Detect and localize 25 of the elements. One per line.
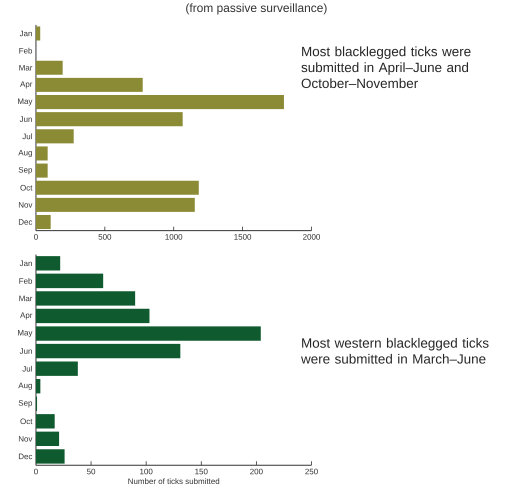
annotation: Most western blacklegged ticks were submitted in March–June	[301, 338, 489, 364]
bar	[36, 274, 104, 288]
bar	[36, 414, 55, 428]
bar	[36, 344, 180, 358]
bar	[36, 291, 136, 306]
bar	[36, 146, 48, 160]
bar	[36, 26, 40, 40]
bar	[36, 256, 60, 270]
bar	[36, 432, 60, 446]
bar	[36, 308, 150, 324]
bar	[36, 78, 143, 92]
bar	[36, 449, 65, 464]
bar	[36, 326, 261, 341]
bar	[36, 378, 40, 394]
bar	[36, 129, 74, 144]
annotation: Most blacklegged ticks were submitted in April–June and October–November	[301, 46, 471, 88]
bar	[36, 112, 183, 126]
bar	[36, 214, 51, 229]
bar	[36, 164, 48, 178]
bar	[36, 60, 63, 75]
chart-subtitle: (from passive surveillance)	[186, 3, 327, 14]
bar	[36, 361, 78, 376]
bar	[36, 94, 284, 110]
bar	[36, 180, 199, 195]
bar	[36, 198, 195, 212]
